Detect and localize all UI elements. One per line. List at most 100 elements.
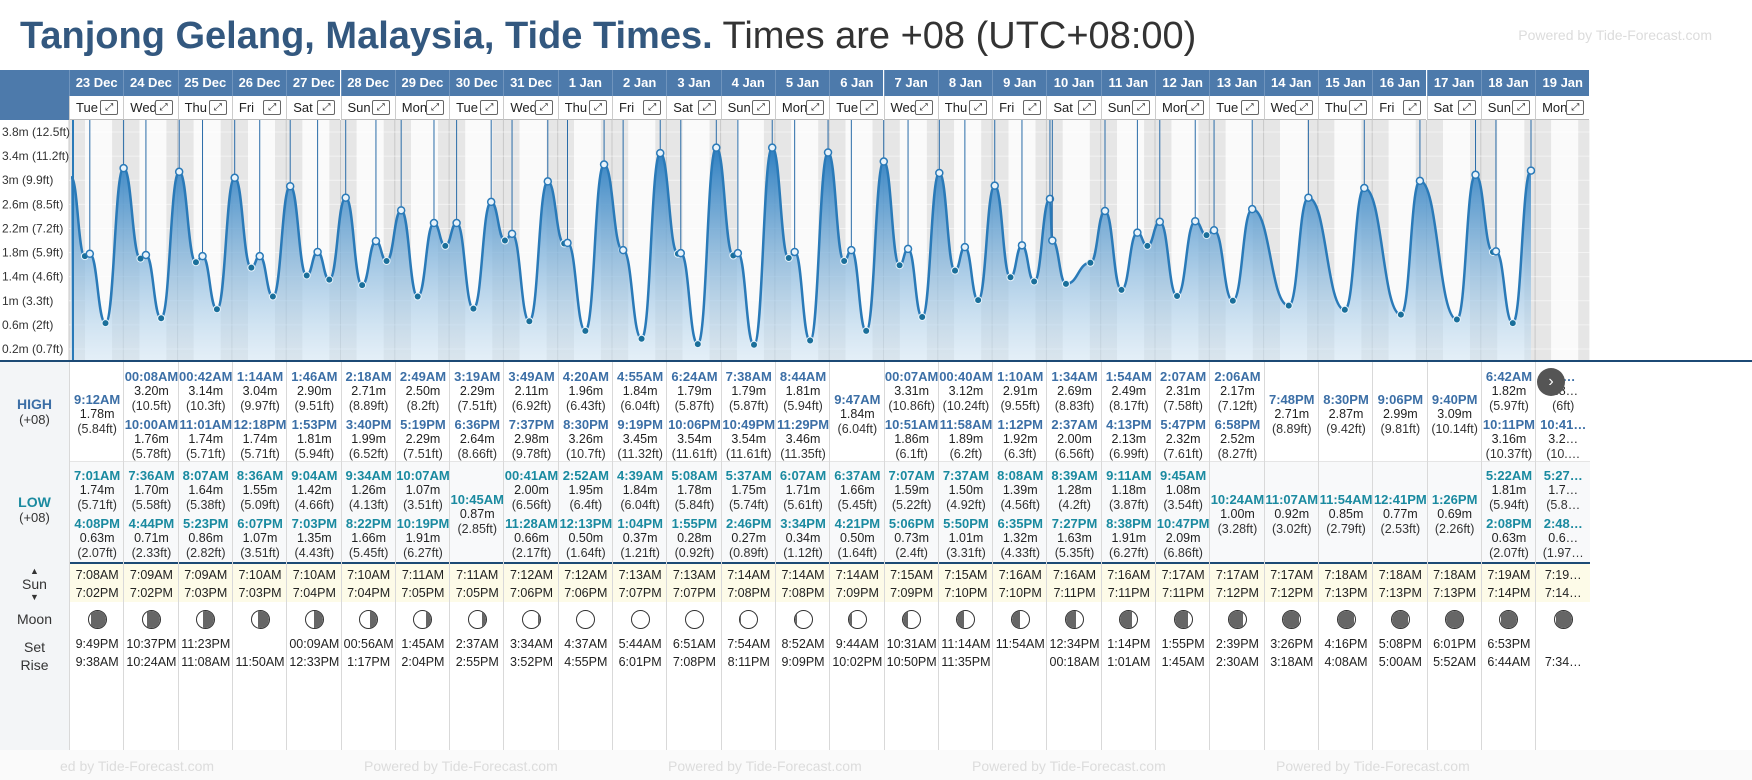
moon-shadow xyxy=(1011,611,1021,628)
day-header: Wed ⤢ xyxy=(883,96,938,120)
expand-day-button[interactable]: ⤢ xyxy=(806,100,825,115)
moon-shadow xyxy=(1066,611,1077,628)
expand-day-button[interactable]: ⤢ xyxy=(426,100,445,115)
low-tide-block: 7:37AM 1.50m (4.92ft) 5:50PM 1.01m (3.31ft) xyxy=(938,462,994,562)
high-tide-height-m: 2.32m xyxy=(1165,432,1201,446)
expand-day-button[interactable]: ⤢ xyxy=(588,100,607,115)
day-column: 7:…1.8…(6ft)10:41…3.2…(10.…5:27…1.7…(5.8… xyxy=(1535,362,1591,750)
high-tide-height-m: 2.00m xyxy=(1057,432,1092,446)
y-tick-label: 2.6m (8.5ft) xyxy=(2,197,63,211)
low-tide-height-m: 1.32m xyxy=(1002,531,1038,545)
expand-day-button[interactable]: ⤢ xyxy=(751,100,770,115)
moon-phase-icon xyxy=(1553,610,1573,629)
expand-day-button[interactable]: ⤢ xyxy=(1240,100,1259,115)
low-tide-time: 12:13PM xyxy=(559,516,613,531)
low-tide-point xyxy=(358,281,367,290)
sunset-time: 7:14… xyxy=(1544,586,1582,600)
low-tide-height-ft: (5.09ft) xyxy=(240,498,280,512)
low-tide-height-m: 1.39m xyxy=(1002,483,1038,497)
low-tide-height-m: 0.85m xyxy=(1328,507,1364,521)
sunset-time: 7:13PM xyxy=(1433,586,1477,600)
expand-day-button[interactable]: ⤢ xyxy=(534,100,553,115)
high-tide-point xyxy=(1155,217,1165,227)
high-tide-time: 00:07AM xyxy=(884,369,939,384)
scroll-right-button[interactable]: › xyxy=(1537,368,1565,396)
high-tide-block: 3:19AM 2.29m (7.51ft) 6:36PM 2.64m (8.66ft) xyxy=(450,362,505,462)
low-tide-height-m: 1.66m xyxy=(351,531,387,545)
sun-times: 7:18AM 7:13PM xyxy=(1427,562,1482,602)
high-tide-time: 4:13PM xyxy=(1106,417,1152,432)
high-tide-height-m: 1.89m xyxy=(948,432,984,446)
moon-block: 10:37PM 10:24AM xyxy=(124,602,179,674)
expand-day-button[interactable]: ⤢ xyxy=(480,100,499,115)
high-tide: 9:06PM 2.99m (9.81ft) xyxy=(1373,392,1427,437)
low-tide-time: 8:39AM xyxy=(1051,468,1098,483)
high-tide-height-ft: (5.71ft) xyxy=(185,447,226,461)
low-tide-point xyxy=(268,292,277,301)
moon-shadow xyxy=(482,611,486,628)
high-tide: 7:48PM 2.71m (8.89ft) xyxy=(1265,392,1319,437)
high-tide-height-m: 2.52m xyxy=(1220,432,1255,446)
low-tide-point xyxy=(862,326,871,335)
high-tide-height-ft: (6.3ft) xyxy=(1003,447,1037,461)
high-tide-time: 11:01AM xyxy=(179,417,233,432)
high-tide: 10:06PM 3.54m (11.61ft) xyxy=(667,417,721,462)
high-tide: 00:08AM 3.20m (10.5ft) xyxy=(124,369,178,414)
y-tick-label: 3m (9.9ft) xyxy=(2,173,53,187)
high-tide-point xyxy=(543,177,553,186)
moon-shadow xyxy=(1556,611,1572,628)
low-tide-time: 8:22PM xyxy=(345,516,392,531)
low-tide-point xyxy=(918,313,927,322)
high-tide-point xyxy=(230,173,239,183)
high-tide: 11:29PM 3.46m (11.35ft) xyxy=(776,417,830,462)
expand-day-button[interactable]: ⤢ xyxy=(1077,100,1096,115)
expand-day-button[interactable]: ⤢ xyxy=(1294,100,1313,115)
moonrise-time: 6:44AM xyxy=(1487,655,1531,669)
expand-day-button[interactable]: ⤢ xyxy=(371,100,390,115)
expand-day-button[interactable]: ⤢ xyxy=(1023,100,1042,115)
moon-shadow xyxy=(1174,611,1188,628)
moonrise-time: 10:24AM xyxy=(126,655,177,669)
moon-block: 5:08PM 5:00AM xyxy=(1373,602,1428,674)
expand-day-button[interactable]: ⤢ xyxy=(1566,100,1585,115)
expand-day-button[interactable]: ⤢ xyxy=(317,100,336,115)
expand-day-button[interactable]: ⤢ xyxy=(860,100,879,115)
low-tide-height-ft: (3.31ft) xyxy=(946,546,986,560)
high-tide-point xyxy=(141,250,151,260)
date-header: 25 Dec xyxy=(177,70,232,96)
moon-shadow xyxy=(538,611,541,628)
moonset-time: 1:45AM xyxy=(401,637,445,651)
moon-shadow xyxy=(147,611,160,628)
sun-times: 7:09AM 7:03PM xyxy=(178,562,233,602)
low-tide: 10:19PM 1.91m (6.27ft) xyxy=(396,516,450,561)
moon-block: 8:52AM 9:09PM xyxy=(775,602,831,674)
high-tide-block: 9:06PM 2.99m (9.81ft) xyxy=(1373,362,1428,462)
moonset-time: 7:54AM xyxy=(727,637,771,651)
day-header: Sun ⤢ xyxy=(340,96,395,120)
moon-phase-icon xyxy=(413,610,433,629)
high-tide-height-ft: (6.2ft) xyxy=(949,447,983,461)
expand-day-button[interactable]: ⤢ xyxy=(1457,100,1476,115)
expand-day-button[interactable]: ⤢ xyxy=(100,100,119,115)
expand-day-button[interactable]: ⤢ xyxy=(914,100,933,115)
expand-day-button[interactable]: ⤢ xyxy=(263,100,282,115)
expand-day-button[interactable]: ⤢ xyxy=(1186,100,1205,115)
expand-day-button[interactable]: ⤢ xyxy=(1403,100,1422,115)
low-tide-time: 7:27PM xyxy=(1051,516,1098,531)
day-name: Sat xyxy=(1433,100,1454,115)
expand-day-button[interactable]: ⤢ xyxy=(697,100,716,115)
expand-day-button[interactable]: ⤢ xyxy=(969,100,988,115)
expand-day-button[interactable]: ⤢ xyxy=(208,100,227,115)
moon-shadow xyxy=(426,611,432,628)
expand-day-button[interactable]: ⤢ xyxy=(1512,100,1531,115)
expand-day-button[interactable]: ⤢ xyxy=(1131,100,1150,115)
low-tide-height-m: 1.91m xyxy=(405,531,441,545)
moonrise-time: 1:01AM xyxy=(1107,655,1151,669)
expand-day-button[interactable]: ⤢ xyxy=(1349,100,1368,115)
expand-day-button[interactable]: ⤢ xyxy=(643,100,662,115)
high-tide-height-m: 3.20m xyxy=(134,384,169,398)
night-shade xyxy=(1578,120,1590,362)
low-tide-time: 5:06PM xyxy=(888,516,935,531)
expand-day-button[interactable]: ⤢ xyxy=(154,100,173,115)
high-tide-height-m: 2.98m xyxy=(514,432,549,446)
